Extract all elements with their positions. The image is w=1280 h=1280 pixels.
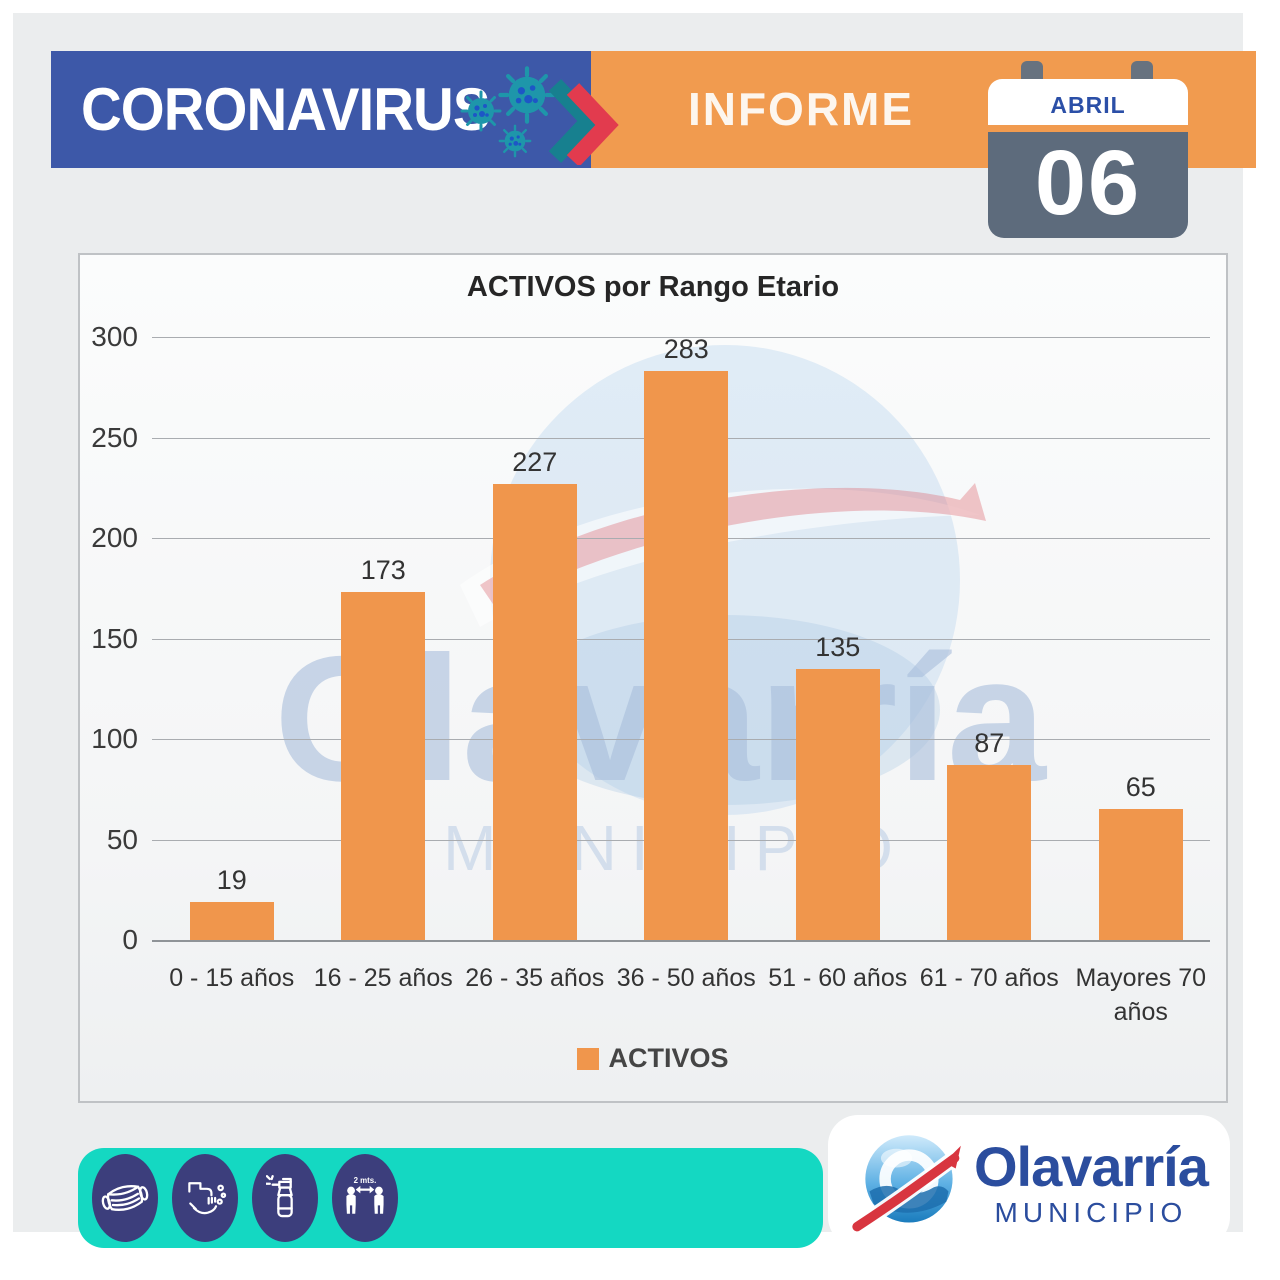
municipio-logo-card: Olavarría MUNICIPIO [828, 1115, 1230, 1247]
report-label: INFORME [687, 83, 915, 135]
bar [492, 483, 577, 940]
bar [795, 668, 880, 940]
y-axis-tick-label: 50 [106, 823, 138, 855]
y-axis-tick-label: 100 [91, 723, 138, 754]
chart-panel: Olavarría MUNICIPIO 05010015020025030019… [78, 253, 1228, 1103]
plot-area: 0 50 100 150 200 250 300 19 0 - 15 años 173 16 - 2… [80, 255, 1226, 1101]
x-category-label: 0 - 15 años [169, 964, 295, 992]
logo-subtitle: MUNICIPIO [994, 1196, 1188, 1228]
y-axis-tick-label: 250 [91, 421, 138, 453]
chevron-right-icon [549, 79, 619, 165]
y-axis-tick-label: 200 [91, 522, 138, 553]
bar-value-label: 283 [663, 334, 709, 365]
bar-value-label: 227 [512, 446, 558, 477]
gridline [152, 337, 1210, 338]
x-category-label: 26 - 35 años [465, 964, 605, 992]
distance-label: 2 mts. [354, 1176, 377, 1185]
mask-icon [92, 1154, 158, 1242]
olavarria-logo [852, 1135, 965, 1235]
calendar-icon: ABRIL 06 [988, 61, 1188, 238]
logo-brand: Olavarría [974, 1134, 1209, 1198]
header-blue-bar: CORONAVIRUS [51, 51, 591, 168]
calendar-month: ABRIL [1050, 92, 1126, 118]
bar [1098, 809, 1183, 940]
calendar-day: 06 [1034, 132, 1142, 234]
calendar-header: ABRIL [988, 79, 1188, 125]
x-category-label: 16 - 25 años [313, 964, 453, 992]
header-title: CORONAVIRUS [81, 76, 490, 143]
infographic-canvas: CORONAVIRUS I [13, 13, 1256, 1248]
legend-swatch [577, 1047, 600, 1070]
bar-value-label: 19 [216, 864, 247, 895]
chart-legend: ACTIVOS [80, 1043, 1226, 1074]
y-axis-tick-label: 150 [91, 622, 138, 654]
bar [341, 592, 426, 940]
bar-value-label: 135 [815, 631, 861, 662]
bar-value-label: 87 [974, 728, 1005, 759]
y-axis-tick-label: 300 [91, 321, 138, 352]
calendar-divider [988, 125, 1188, 132]
handwash-icon [172, 1154, 238, 1242]
x-category-label: 51 - 60 años [768, 964, 908, 992]
bar [947, 765, 1032, 940]
sanitizer-spray-icon [252, 1154, 318, 1242]
chart-title: ACTIVOS por Rango Etario [466, 271, 840, 303]
x-category-label: Mayores 70 años [1075, 964, 1207, 1026]
y-axis-tick-label: 0 [122, 924, 138, 955]
prevention-icons-bar: 2 mts. [78, 1148, 823, 1248]
x-category-label: 61 - 70 años [919, 964, 1059, 992]
bar-value-label: 65 [1125, 772, 1156, 803]
bar [189, 901, 274, 940]
social-distance-icon: 2 mts. [332, 1154, 398, 1242]
bar-value-label: 173 [360, 555, 406, 586]
legend-label: ACTIVOS [608, 1043, 729, 1073]
bar [644, 371, 729, 940]
gridline [152, 940, 1210, 942]
virus-icon [460, 65, 563, 158]
calendar-body: 06 [988, 132, 1188, 238]
x-category-label: 36 - 50 años [616, 964, 756, 992]
